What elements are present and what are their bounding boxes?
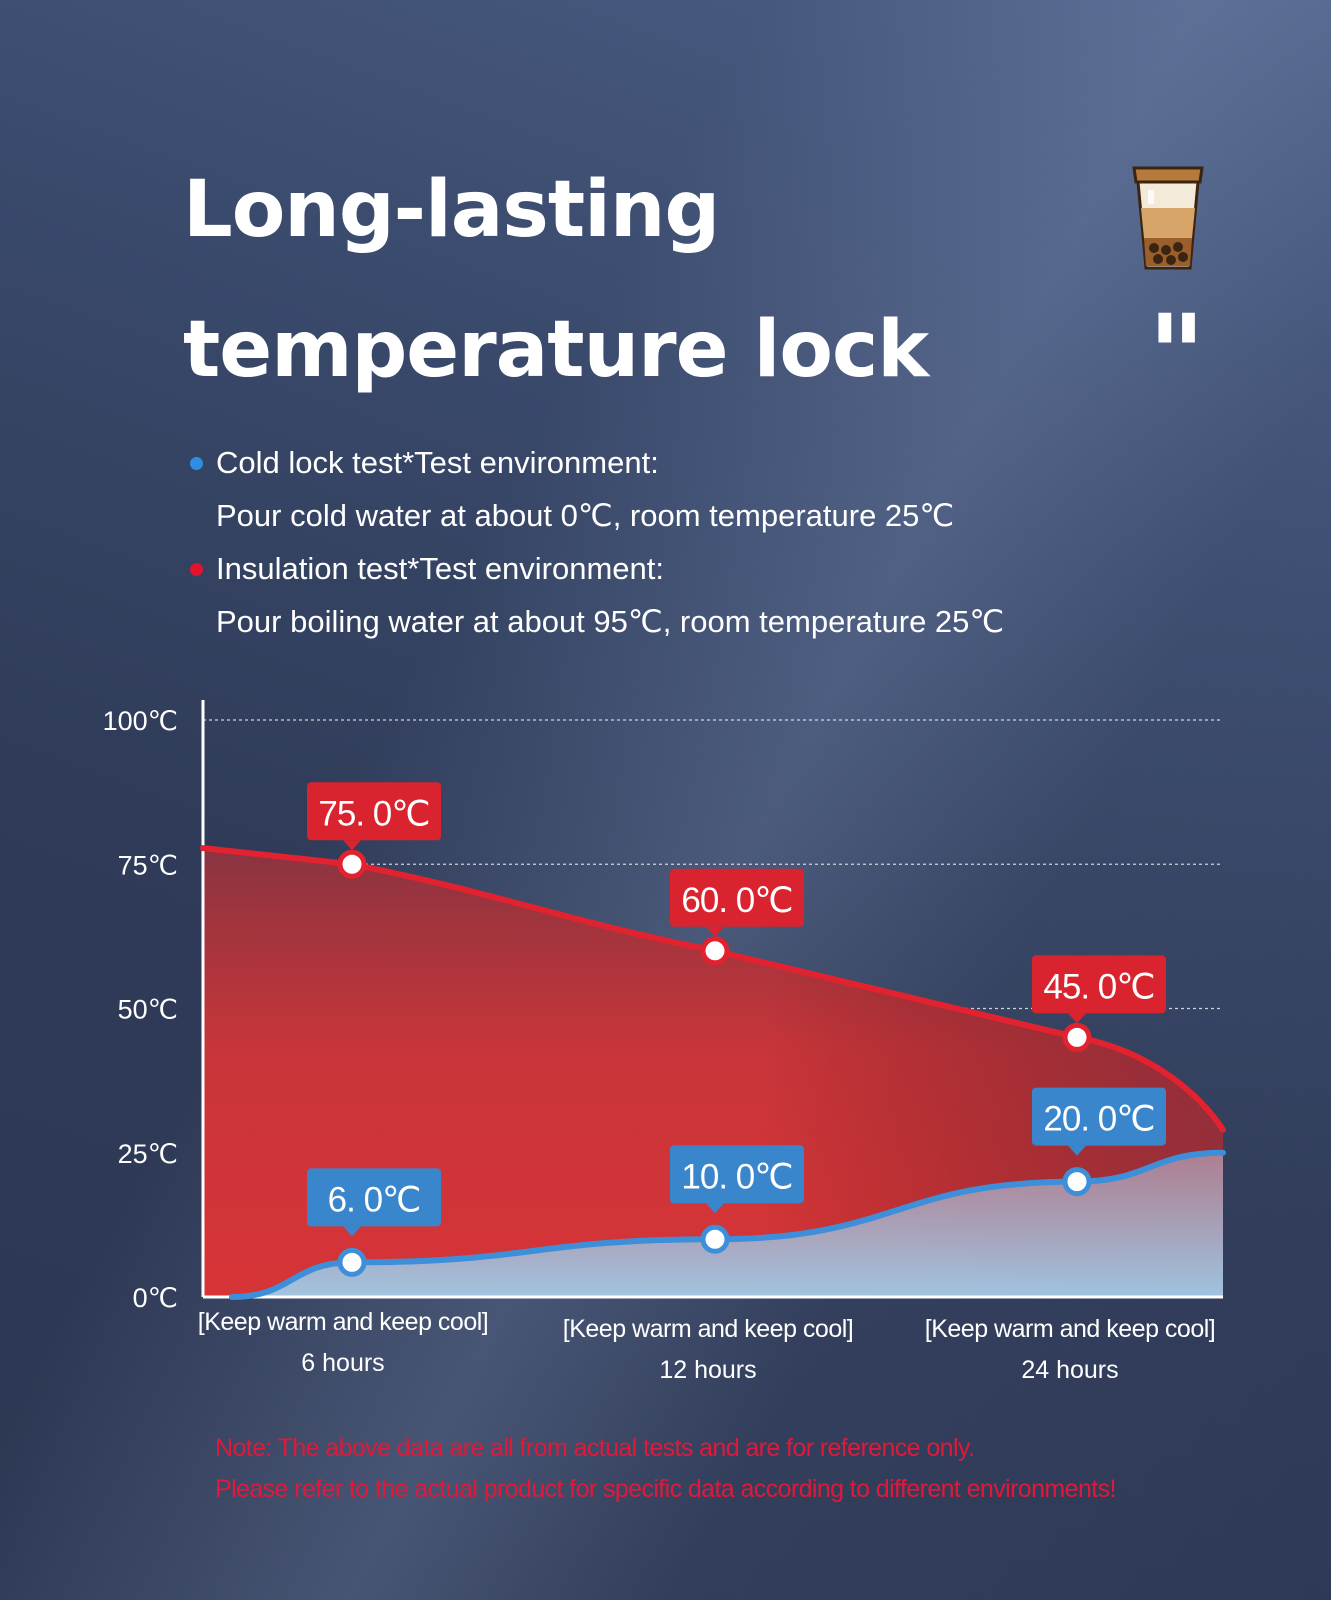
x-category-hours: 24 hours [1021,1356,1118,1384]
y-tick-label: 25℃ [118,1139,178,1169]
note-line-2: Please refer to the actual product for s… [215,1475,1116,1503]
data-label-box [670,868,804,927]
x-category-label: [Keep warm and keep cool] [563,1315,853,1343]
cold-lock-point [1062,1167,1092,1197]
temperature-chart: 100℃ 75℃ 50℃ 25℃ 0℃ [Keep warm and keep cool]… [103,700,1226,1384]
legend-item-cold-lock: Cold lock test*Test environment: [190,436,1004,489]
legend-detail-insulation: Pour boiling water at about 95℃, room te… [190,595,1004,648]
y-tick-label: 50℃ [118,995,178,1025]
x-category-hours: 12 hours [659,1356,756,1384]
legend-text: Pour cold water at about 0℃, room temper… [216,498,955,533]
data-label: 45. 0℃ [1043,967,1154,1006]
legend: Cold lock test*Test environment: Pour co… [190,436,1004,648]
data-label-box [670,1145,804,1204]
cold-lock-label: 10. 0℃ [670,1145,804,1214]
data-label-pointer [706,926,724,937]
data-label-pointer [1068,1145,1086,1156]
title-line-1: Long-lasting [183,165,720,255]
x-category-label: [Keep warm and keep cool] [925,1315,1215,1343]
disclaimer-note: Note: The above data are all from actual… [215,1428,1116,1510]
insulation-point [1062,1022,1092,1052]
legend-detail-cold-lock: Pour cold water at about 0℃, room temper… [190,489,1004,542]
data-label-box [307,1168,441,1227]
title-line-2: temperature lock [183,305,929,395]
data-label: 6. 0℃ [328,1180,421,1219]
data-label-pointer [343,840,361,851]
quote-mark: " [1148,291,1206,419]
insulation-label: 45. 0℃ [1032,955,1166,1024]
insulation-point [337,849,367,879]
y-tick-label: 100℃ [103,706,178,736]
data-label: 10. 0℃ [681,1157,792,1196]
page-title: Long-lasting temperature lock [183,140,929,420]
data-label: 20. 0℃ [1043,1100,1154,1139]
data-label-box [1032,955,1166,1014]
insulation-label: 75. 0℃ [307,782,441,851]
data-label: 60. 0℃ [681,881,792,920]
insulation-line [200,845,1226,1133]
bubble-tea-cup-icon [1132,166,1204,270]
data-label: 75. 0℃ [318,794,429,833]
data-label-pointer [1068,1013,1086,1024]
data-label-box [307,782,441,841]
cold-lock-point [700,1224,730,1254]
legend-text: Pour boiling water at about 95℃, room te… [216,604,1005,639]
blue-bullet-icon [190,457,203,470]
y-tick-label: 0℃ [133,1283,178,1313]
insulation-area-shade [203,848,1223,1297]
legend-text: Cold lock test*Test environment: [216,445,659,480]
legend-text: Insulation test*Test environment: [216,551,665,586]
data-label-pointer [706,1203,724,1214]
red-bullet-icon [190,563,203,576]
cold-lock-label: 6. 0℃ [307,1168,441,1237]
x-category-label: [Keep warm and keep cool] [198,1308,488,1336]
data-label-pointer [343,1226,361,1237]
insulation-point [700,936,730,966]
y-tick-label: 75℃ [118,850,178,880]
insulation-label: 60. 0℃ [670,868,804,937]
data-label-box [1032,1087,1166,1146]
cold-lock-point [337,1247,367,1277]
x-category-hours: 6 hours [301,1349,384,1377]
legend-item-insulation: Insulation test*Test environment: [190,542,1004,595]
note-line-1: Note: The above data are all from actual… [215,1434,975,1462]
cold-lock-label: 20. 0℃ [1032,1087,1166,1156]
cold-lock-area [232,1152,1223,1297]
